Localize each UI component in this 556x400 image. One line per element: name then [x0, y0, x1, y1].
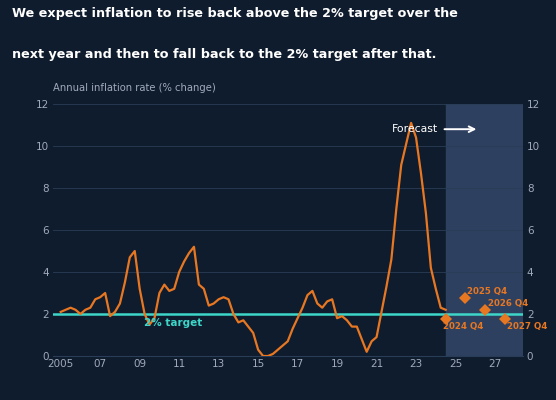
Text: Annual inflation rate (% change): Annual inflation rate (% change): [53, 83, 216, 93]
Bar: [446, 104, 523, 356]
Text: 2026 Q4: 2026 Q4: [488, 299, 528, 308]
Text: 2027 Q4: 2027 Q4: [507, 322, 547, 331]
Text: 2% target: 2% target: [143, 318, 202, 328]
Text: We expect inflation to rise back above the 2% target over the: We expect inflation to rise back above t…: [12, 7, 458, 20]
Text: 2025 Q4: 2025 Q4: [468, 288, 508, 296]
Text: next year and then to fall back to the 2% target after that.: next year and then to fall back to the 2…: [12, 48, 436, 61]
Text: 2024 Q4: 2024 Q4: [443, 322, 483, 331]
Text: Forecast: Forecast: [391, 124, 438, 134]
